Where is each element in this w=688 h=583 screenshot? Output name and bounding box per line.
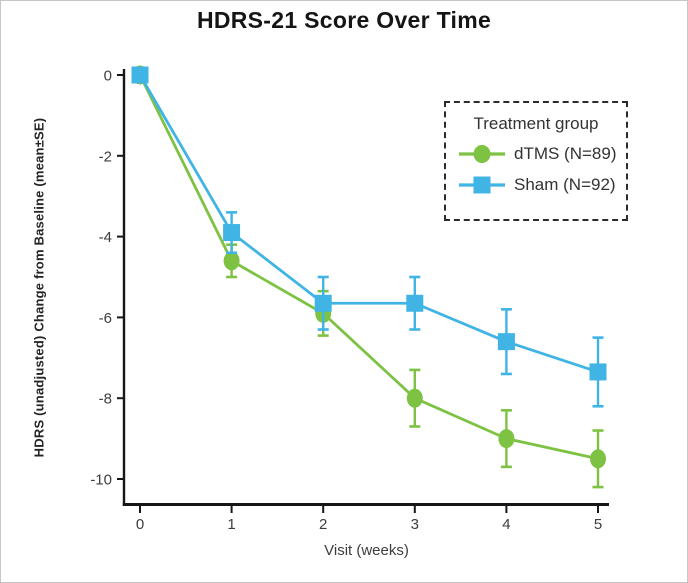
y-tick-label: -8	[99, 391, 112, 408]
sham-marker	[497, 333, 515, 351]
x-tick-label: 2	[319, 516, 327, 533]
legend-title: Treatment group	[473, 114, 599, 133]
dtms-line	[138, 74, 599, 461]
dtms-marker	[498, 429, 515, 449]
legend-item-sham: Sham (N=92)	[458, 174, 626, 196]
sham-line	[138, 74, 599, 374]
sham-square-marker-icon	[473, 176, 491, 194]
x-tick-label: 5	[594, 516, 602, 533]
y-tick-label: -2	[99, 148, 112, 165]
dtms-marker	[590, 449, 606, 469]
y-tick-label: -6	[99, 310, 112, 327]
x-axis-label: Visit (weeks)	[324, 542, 409, 559]
legend-item-dtms: dTMS (N=89)	[458, 143, 626, 165]
x-tick-label: 0	[136, 516, 144, 533]
dtms-marker	[406, 388, 423, 408]
dtms-circle-marker-icon	[473, 145, 491, 163]
sham-marker	[589, 363, 607, 381]
sham-legend-label: Sham (N=92)	[514, 175, 616, 194]
sham-marker	[314, 294, 332, 312]
x-tick-label: 4	[502, 516, 510, 533]
chart-title: HDRS-21 Score Over Time	[196, 7, 492, 33]
legend: Treatment group dTMS (N=89) Sham (N=92)	[444, 101, 628, 221]
y-tick-label: -10	[90, 472, 112, 489]
dtms-marker	[223, 251, 240, 271]
y-axis-label: HDRS (unadjusted) Change from Baseline (…	[31, 117, 47, 458]
y-tick-label: -4	[99, 229, 112, 246]
sham-legend-symbol	[459, 176, 505, 194]
dtms-legend-label: dTMS (N=89)	[514, 144, 617, 163]
sham-marker	[406, 294, 424, 312]
sham-marker	[223, 224, 241, 242]
x-tick-label: 1	[227, 516, 235, 533]
sham-marker	[131, 66, 149, 84]
y-tick-label: 0	[104, 68, 112, 85]
x-tick-label: 3	[411, 516, 419, 533]
dtms-legend-symbol	[459, 145, 505, 163]
